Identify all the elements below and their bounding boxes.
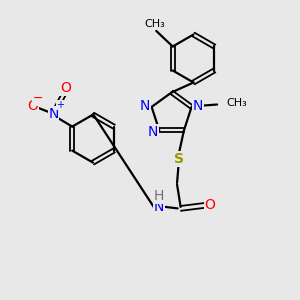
Text: S: S <box>173 152 184 166</box>
Text: O: O <box>28 99 38 113</box>
Text: N: N <box>193 99 203 113</box>
Text: +: + <box>56 100 64 110</box>
Text: O: O <box>205 198 215 212</box>
Text: N: N <box>48 107 59 121</box>
Text: CH₃: CH₃ <box>144 19 165 29</box>
Text: N: N <box>148 124 158 139</box>
Text: O: O <box>60 81 71 95</box>
Text: −: − <box>33 92 44 105</box>
Text: N: N <box>154 200 164 214</box>
Text: N: N <box>140 99 150 113</box>
Text: H: H <box>153 189 164 203</box>
Text: CH₃: CH₃ <box>226 98 247 108</box>
